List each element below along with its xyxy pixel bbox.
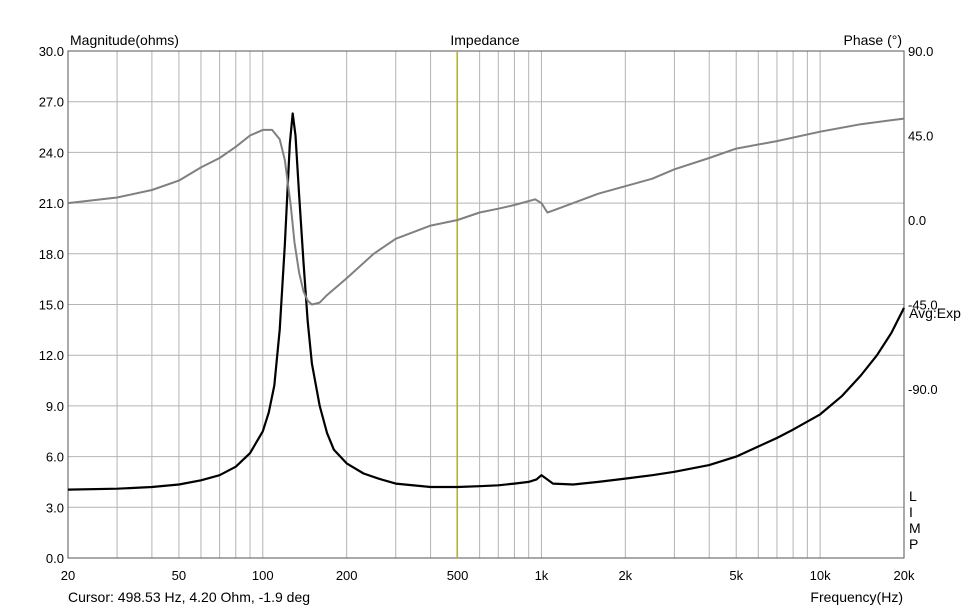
y-tick-label: 18.0 (39, 247, 64, 262)
y2-tick-label: -45.0 (908, 298, 938, 313)
x-tick-label: 50 (172, 568, 186, 583)
y-tick-label: 6.0 (46, 450, 64, 465)
y-tick-label: 21.0 (39, 196, 64, 211)
series-lines (67, 112, 905, 491)
y-tick-label: 9.0 (46, 399, 64, 414)
y2-tick-label: 0.0 (908, 213, 926, 228)
x-tick-label: 500 (447, 568, 469, 583)
phase-line (67, 117, 905, 306)
x-tick-label: 20 (61, 568, 75, 583)
x-tick-label: 2k (618, 568, 632, 583)
magnitude-line (67, 112, 905, 491)
grid (68, 51, 904, 558)
y-tick-label: 27.0 (39, 95, 64, 110)
x-tick-label: 1k (535, 568, 549, 583)
y-tick-label: 0.0 (46, 551, 64, 566)
y2-tick-label: 45.0 (908, 129, 933, 144)
y-axis-label: Magnitude(ohms) (70, 32, 179, 48)
side-letter-m: M (909, 520, 921, 536)
side-letter-p: P (909, 536, 918, 552)
y-tick-label: 3.0 (46, 500, 64, 515)
side-letter-i: I (909, 504, 913, 520)
x-tick-label: 200 (336, 568, 358, 583)
y-tick-label: 24.0 (39, 145, 64, 160)
x-axis-label: Frequency(Hz) (810, 589, 903, 605)
y2-tick-label: 90.0 (908, 44, 933, 59)
avg-label: Avg:Exp (909, 305, 961, 321)
y-tick-label: 12.0 (39, 348, 64, 363)
chart-title: Impedance (450, 32, 519, 48)
tick-labels: 0.0 3.0 6.0 9.0 12.0 15.0 18.0 21.0 24.0 27.0 30.0… (39, 44, 938, 583)
side-letter-l: L (909, 488, 917, 504)
cursor-readout: Cursor: 498.53 Hz, 4.20 Ohm, -1.9 deg (68, 589, 310, 605)
plot-frame (67, 50, 905, 559)
x-tick-label: 10k (810, 568, 831, 583)
x-tick-label: 20k (894, 568, 915, 583)
x-tick-label: 5k (729, 568, 743, 583)
y2-axis-label: Phase (°) (843, 32, 902, 48)
y-tick-label: 30.0 (39, 44, 64, 59)
y2-tick-label: -90.0 (908, 382, 938, 397)
y-tick-label: 15.0 (39, 298, 64, 313)
x-tick-label: 100 (252, 568, 274, 583)
